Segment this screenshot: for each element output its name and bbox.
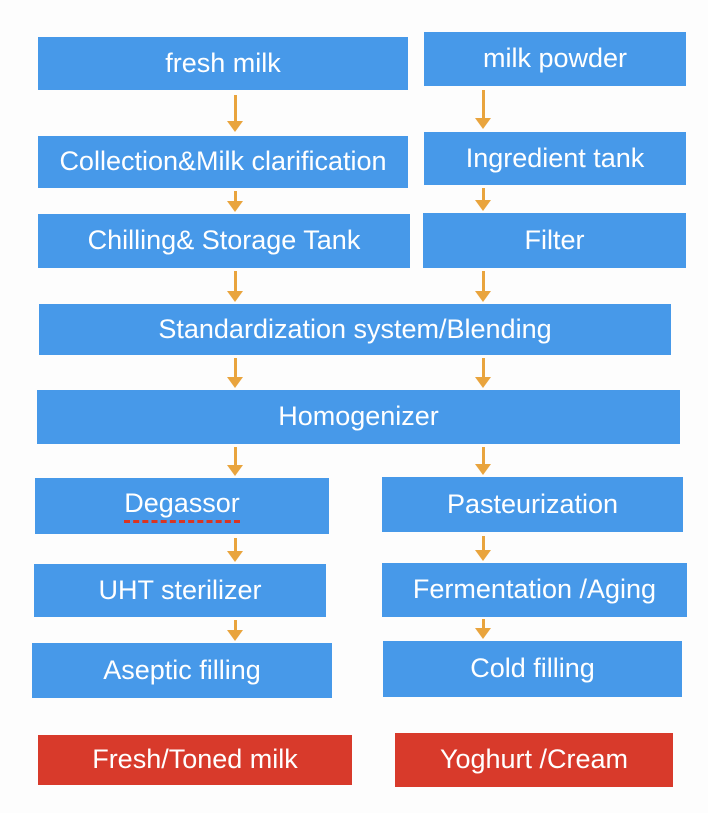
- node-ingredient-tank: Ingredient tank: [424, 132, 686, 185]
- node-label: Pasteurization: [446, 488, 619, 519]
- node-standardization-blending: Standardization system/Blending: [39, 304, 671, 355]
- node-label: Chilling& Storage Tank: [87, 225, 361, 256]
- node-label: Standardization system/Blending: [158, 313, 552, 344]
- node-filter: Filter: [423, 213, 686, 268]
- node-label: Collection&Milk clarification: [59, 146, 387, 177]
- down-arrow-icon: [475, 619, 491, 639]
- node-label: milk powder: [482, 43, 628, 74]
- node-uht-sterilizer: UHT sterilizer: [34, 564, 326, 617]
- node-label: Fresh/Toned milk: [92, 744, 298, 775]
- node-label: fresh milk: [165, 47, 281, 78]
- down-arrow-icon: [227, 191, 243, 212]
- node-yoghurt-cream: Yoghurt /Cream: [395, 733, 673, 787]
- down-arrow-icon: [227, 447, 243, 476]
- node-milk-powder: milk powder: [424, 32, 686, 86]
- node-label: Filter: [524, 224, 585, 255]
- node-fermentation-aging: Fermentation /Aging: [382, 563, 687, 617]
- down-arrow-icon: [475, 447, 491, 475]
- node-label: Degassor: [124, 488, 240, 524]
- node-fresh-milk: fresh milk: [38, 37, 408, 90]
- down-arrow-icon: [227, 620, 243, 641]
- node-label: UHT sterilizer: [98, 574, 262, 605]
- node-degassor: Degassor: [35, 478, 329, 534]
- node-homogenizer: Homogenizer: [37, 390, 680, 444]
- node-chilling-storage-tank: Chilling& Storage Tank: [38, 214, 410, 268]
- node-aseptic-filling: Aseptic filling: [32, 643, 332, 698]
- down-arrow-icon: [475, 536, 491, 561]
- node-collection-milk-clarification: Collection&Milk clarification: [38, 136, 408, 188]
- node-fresh-toned-milk: Fresh/Toned milk: [38, 735, 352, 785]
- down-arrow-icon: [227, 95, 243, 132]
- node-label: Aseptic filling: [103, 654, 261, 685]
- node-cold-filling: Cold filling: [383, 641, 682, 697]
- down-arrow-icon: [475, 90, 491, 129]
- down-arrow-icon: [227, 538, 243, 562]
- node-label: Yoghurt /Cream: [439, 744, 629, 775]
- node-label: Homogenizer: [278, 401, 439, 432]
- node-label: Fermentation /Aging: [412, 574, 657, 605]
- down-arrow-icon: [227, 358, 243, 388]
- node-label: Ingredient tank: [465, 142, 645, 173]
- node-pasteurization: Pasteurization: [382, 477, 683, 532]
- node-label: Cold filling: [470, 653, 595, 684]
- down-arrow-icon: [475, 271, 491, 302]
- down-arrow-icon: [227, 271, 243, 302]
- down-arrow-icon: [475, 188, 491, 211]
- down-arrow-icon: [475, 358, 491, 388]
